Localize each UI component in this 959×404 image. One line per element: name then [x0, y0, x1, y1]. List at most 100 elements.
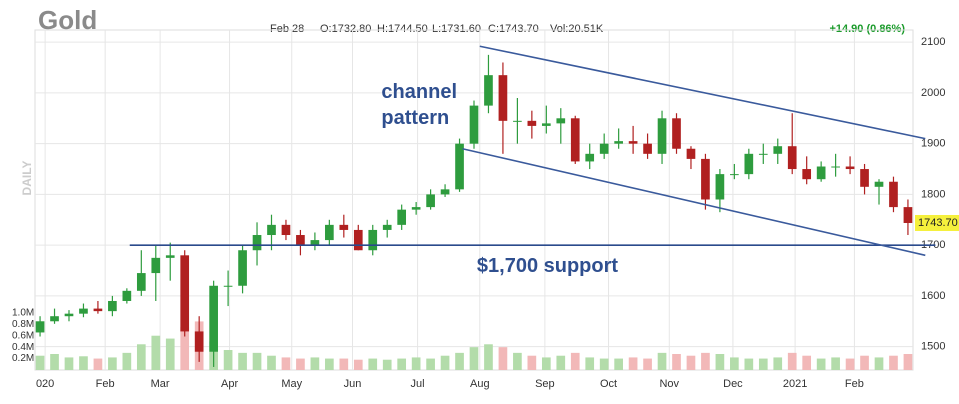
trend-line: [479, 45, 926, 140]
candle-body: [382, 224, 392, 230]
volume-bar: [874, 357, 884, 370]
candle-body: [860, 169, 869, 187]
volume-bar: [701, 352, 710, 370]
volume-bar: [252, 352, 262, 370]
volume-bar: [628, 357, 638, 370]
candle-body: [440, 189, 450, 195]
candle-body: [570, 118, 580, 162]
volume-bar: [831, 357, 840, 370]
y-tick-label: 1500: [921, 341, 945, 353]
candle-body: [556, 118, 566, 124]
candle-body: [180, 255, 190, 332]
volume-bar: [339, 358, 349, 370]
x-tick-label: Sep: [535, 378, 555, 390]
candle-body: [238, 250, 247, 286]
volume-bar: [382, 359, 392, 370]
candle-body: [484, 75, 493, 106]
annotation: $1,700 support: [477, 255, 619, 277]
candle-body: [93, 308, 103, 312]
volume-bar: [758, 358, 768, 370]
candle-body: [686, 148, 696, 159]
volume-bar: [238, 352, 247, 370]
volume-bar: [455, 352, 464, 370]
candle-body: [397, 209, 407, 225]
volume-tick-label: 0.8M: [12, 319, 34, 330]
volume-bar: [599, 358, 609, 370]
candle-body: [64, 313, 74, 317]
candle-body: [498, 75, 508, 121]
header-high: H:1744.50: [377, 23, 428, 35]
candle-body: [874, 181, 884, 187]
volume-bar: [353, 359, 363, 370]
candle-body: [50, 316, 59, 322]
volume-bar: [556, 355, 566, 370]
volume-bar: [484, 344, 493, 370]
volume-bar: [180, 327, 190, 370]
volume-bar: [426, 358, 435, 370]
volume-bar: [570, 352, 580, 370]
volume-bar: [310, 357, 320, 370]
volume-bar: [903, 354, 913, 370]
volume-tick-label: 0.6M: [12, 330, 34, 341]
volume-bar: [35, 355, 45, 370]
volume-tick-label: 0.2M: [12, 353, 34, 364]
volume-bar: [50, 354, 59, 370]
candle-body: [744, 153, 754, 175]
x-tick-label: Jun: [344, 378, 362, 390]
candle-body: [599, 143, 609, 154]
volume-bar: [79, 356, 88, 370]
candle-body: [426, 194, 435, 208]
y-tick-label: 1600: [921, 290, 945, 302]
volume-bar: [513, 352, 522, 370]
header-close: C:1743.70: [488, 23, 539, 35]
volume-bar: [498, 347, 508, 370]
candle-body: [701, 158, 710, 200]
candle-body: [209, 285, 218, 352]
volume-bar: [296, 358, 305, 370]
x-tick-label: May: [281, 378, 302, 390]
candle-body: [296, 235, 305, 246]
header-low: L:1731.60: [432, 23, 481, 35]
volume-bar: [122, 352, 132, 370]
volume-bar: [802, 355, 812, 370]
volume-bar: [469, 347, 479, 370]
candle-body: [845, 166, 855, 170]
volume-bar: [64, 357, 74, 370]
x-tick-label: Jul: [411, 378, 425, 390]
candle-body: [194, 331, 204, 352]
candle-body: [730, 174, 739, 176]
candle-body: [802, 169, 812, 180]
volume-bar: [816, 358, 826, 370]
volume-bar: [657, 352, 667, 370]
candle-body: [136, 273, 146, 291]
header-volume: Vol:20.51K: [550, 23, 604, 35]
candle-body: [715, 174, 725, 200]
candle-body: [672, 118, 681, 149]
candle-body: [267, 224, 276, 236]
volume-bar: [585, 357, 595, 370]
volume-bar: [165, 338, 175, 370]
candle-body: [108, 300, 117, 312]
candle-body: [527, 120, 537, 126]
volume-bar: [223, 350, 233, 370]
candle-body: [35, 321, 45, 333]
volume-bar: [325, 358, 334, 370]
volume-bar: [397, 358, 407, 370]
volume-bar: [440, 355, 450, 370]
candle-body: [165, 255, 175, 258]
candle-body: [773, 146, 783, 154]
last-price-label: 1743.70: [918, 217, 958, 229]
candle-body: [79, 308, 88, 314]
candle-body: [614, 141, 623, 144]
volume-bar: [787, 352, 797, 370]
y-tick-label: 2100: [921, 36, 945, 48]
volume-bar: [267, 355, 276, 370]
last-price-tag: [915, 214, 959, 231]
volume-bar: [686, 355, 696, 370]
volume-bar: [860, 355, 869, 370]
x-tick-label: 020: [36, 378, 54, 390]
candle-body: [831, 166, 840, 168]
volume-bar: [845, 358, 855, 370]
candle-body: [643, 143, 652, 154]
side-label: DAILY: [20, 161, 34, 196]
